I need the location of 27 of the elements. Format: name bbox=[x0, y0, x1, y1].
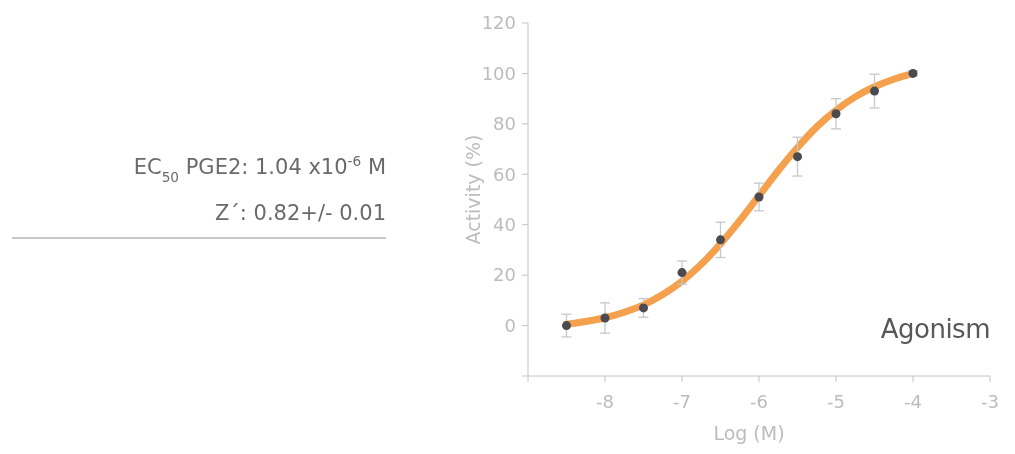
y-tick-label: 20 bbox=[493, 264, 516, 286]
point bbox=[562, 321, 571, 331]
point bbox=[870, 86, 879, 96]
x-tick-label: -5 bbox=[827, 391, 845, 412]
x-tick-label: -6 bbox=[750, 391, 768, 412]
annotation: Agonism bbox=[880, 314, 990, 344]
y-tick-label: 80 bbox=[493, 113, 516, 135]
y-axis-title: Activity (%) bbox=[462, 134, 484, 245]
y-tick-label: 40 bbox=[493, 214, 516, 236]
point bbox=[677, 268, 687, 278]
point bbox=[793, 152, 802, 162]
text: EC$_{50}$ PGE2: 1.04 x10$^{-6}$ M bbox=[133, 153, 386, 185]
x-tick-label: -8 bbox=[596, 391, 614, 412]
y-tick-label: 60 bbox=[493, 163, 516, 185]
y-tick-label: 0 bbox=[504, 314, 516, 336]
point bbox=[754, 192, 764, 202]
y-tick-label: 100 bbox=[481, 62, 516, 84]
point bbox=[716, 235, 725, 245]
point bbox=[639, 303, 648, 313]
point bbox=[600, 313, 610, 323]
x-tick-label: -3 bbox=[981, 391, 999, 412]
text: Z´: 0.82+/- 0.01 bbox=[214, 201, 386, 225]
x-tick-label: -4 bbox=[904, 391, 922, 412]
x-axis-title: Log (M) bbox=[713, 422, 785, 444]
y-tick-label: 120 bbox=[481, 12, 516, 34]
x-tick-label: -7 bbox=[673, 391, 691, 412]
point bbox=[831, 109, 841, 119]
